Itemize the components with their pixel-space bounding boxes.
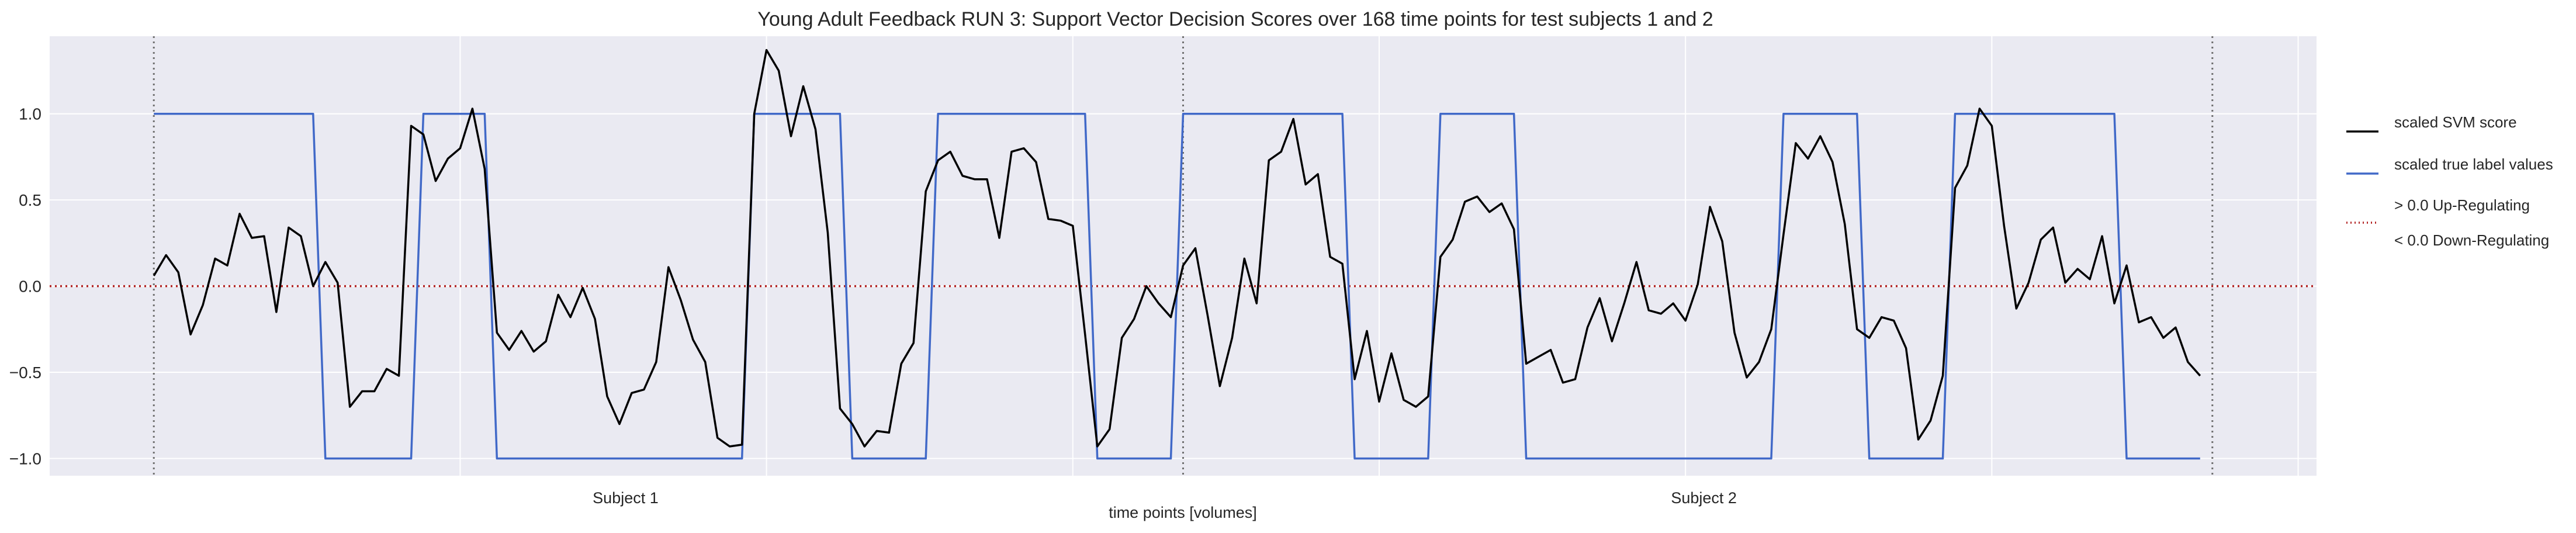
y-tick-label: 1.0 — [19, 105, 41, 123]
y-tick-label: −1.0 — [9, 450, 41, 468]
y-tick-label: −0.5 — [9, 364, 41, 382]
legend-label-down-regulating: < 0.0 Down-Regulating — [2394, 231, 2549, 249]
subject-label: Subject 1 — [593, 489, 659, 507]
subject-labels: Subject 1 Subject 2 — [593, 489, 1737, 507]
x-axis-label: time points [volumes] — [1109, 504, 1257, 521]
series-lines — [153, 49, 2201, 460]
svm-score-line — [153, 49, 2201, 448]
legend-entry-threshold: > 0.0 Up-Regulating < 0.0 Down-Regulatin… — [2346, 196, 2549, 249]
subject-label: Subject 2 — [1671, 489, 1737, 507]
legend-label-true-labels: scaled true label values — [2394, 155, 2553, 173]
legend-label-svm-score: scaled SVM score — [2394, 113, 2517, 131]
chart-title: Young Adult Feedback RUN 3: Support Vect… — [757, 8, 1713, 30]
legend: scaled SVM score scaled true label value… — [2346, 113, 2553, 249]
y-tick-label: 0.5 — [19, 191, 41, 209]
legend-entry-true-labels: scaled true label values — [2346, 155, 2553, 175]
true-label-line — [154, 112, 2200, 460]
y-tick-label: 0.0 — [19, 278, 41, 296]
legend-label-up-regulating: > 0.0 Up-Regulating — [2394, 196, 2530, 214]
legend-entry-svm-score: scaled SVM score — [2346, 113, 2517, 133]
y-axis-ticks: 1.0 0.5 0.0 −0.5 −1.0 — [9, 105, 41, 468]
plot-area — [50, 36, 2317, 476]
